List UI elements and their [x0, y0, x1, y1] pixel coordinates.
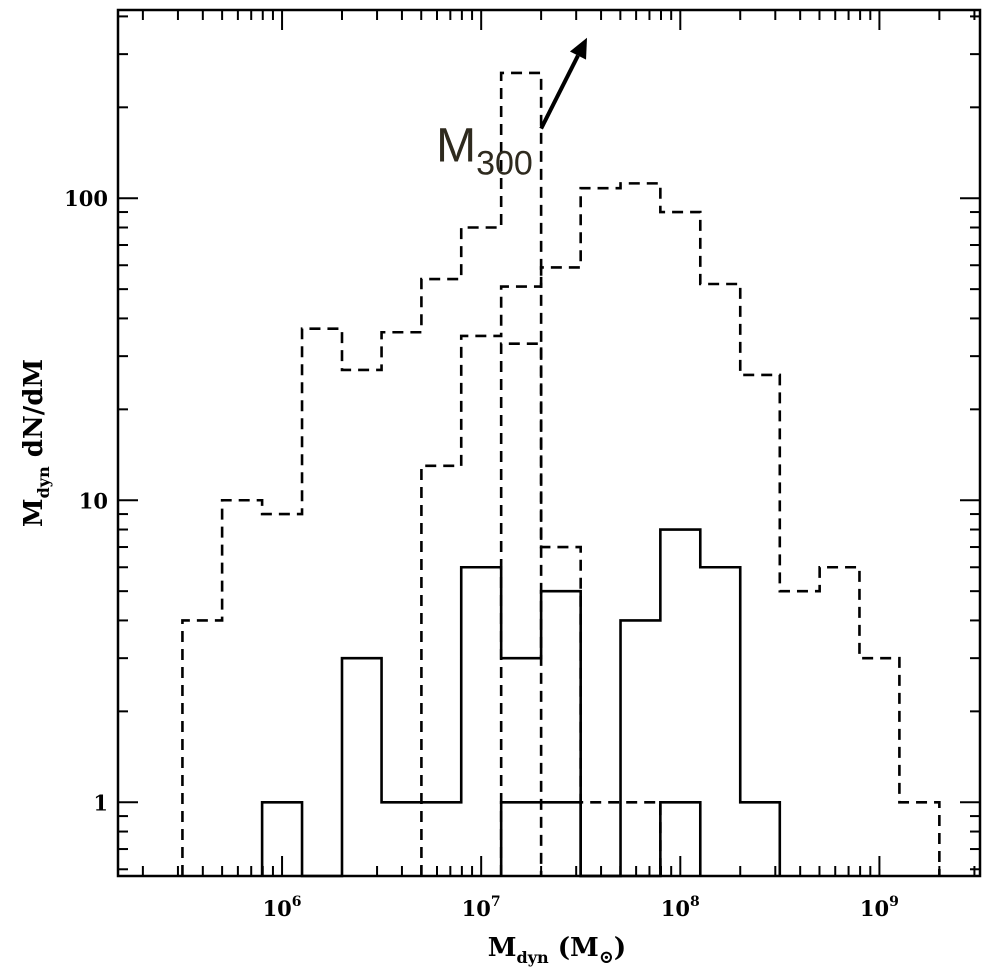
x-axis-title: Mdyn (M⊙): [488, 933, 626, 968]
x-tick-label: 106: [263, 894, 302, 921]
x-tick-label: 107: [462, 894, 501, 921]
histogram-series-3: [499, 342, 662, 876]
histogram-series-layer: [181, 71, 941, 878]
histogram-series-2: [420, 182, 941, 876]
y-tick-label: 1: [93, 790, 108, 815]
histogram-series-1: [181, 71, 543, 876]
x-tick-label: 109: [860, 894, 899, 921]
annotation-arrow: [539, 54, 580, 130]
arrowhead-icon: [569, 37, 588, 60]
y-tick-label: 100: [64, 186, 108, 211]
y-tick-label: 10: [79, 488, 108, 513]
histogram-series-4: [260, 528, 782, 878]
histogram-series-5: [499, 800, 702, 878]
y-axis-title: Mdyn dN/dM: [19, 359, 53, 527]
x-tick-label: 108: [661, 894, 700, 921]
annotation-label: M300: [436, 120, 533, 183]
m300-annotation: M300: [436, 37, 588, 183]
plot-frame: [116, 8, 982, 878]
axis-ticks-layer: [118, 10, 980, 876]
